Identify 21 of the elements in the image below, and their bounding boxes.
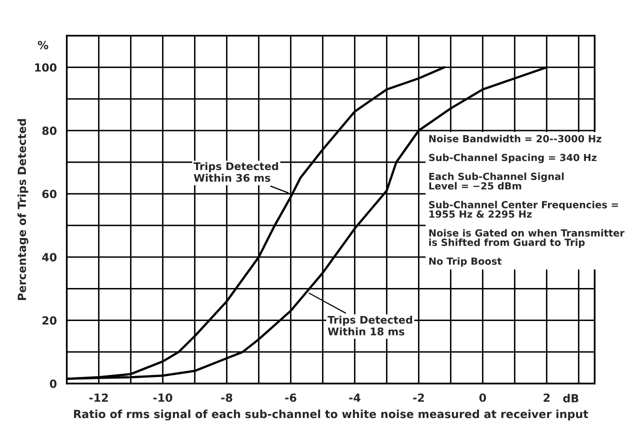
y-tick-label: 100	[35, 63, 57, 72]
annotation: Trips Detected Within 36 ms	[194, 162, 278, 182]
x-tick-label: -12	[89, 393, 108, 402]
x-tick-label: 0	[479, 393, 486, 402]
text: Noise Bandwidth = 20--3000 Hz Sub-Channel Spacing = 340 Hz Each Sub-Channel Signal Level = −25 dBm Sub-Channel Center Frequencies = 1955 Hz & 2295 Hz Noise is Gated on when Transmitter is Shifted from Guard to Trip No Trip Boost	[429, 134, 624, 267]
x-tick-label: -6	[285, 393, 296, 402]
y-axis-title: Percentage of Trips Detected	[17, 119, 28, 300]
x-tick-label: -4	[349, 394, 360, 402]
y-tick-label: 40	[42, 253, 57, 262]
y-tick-label: 80	[42, 126, 57, 135]
annotation: Trips Detected Within 18 ms	[328, 316, 412, 336]
x-tick-label: -2	[413, 393, 424, 402]
x-tick-label: -10	[153, 393, 172, 402]
x-tick-label: -8	[221, 393, 232, 402]
text: %	[38, 40, 48, 50]
text: dB	[563, 394, 578, 402]
y-tick-label: 60	[42, 190, 57, 198]
y-tick-label: 0	[50, 380, 57, 388]
x-tick-label: 2	[544, 393, 550, 402]
x-axis-title: Ratio of rms signal of each sub-channel to white noise measured at receiver input	[74, 410, 588, 420]
y-tick-label: 20	[42, 316, 57, 325]
